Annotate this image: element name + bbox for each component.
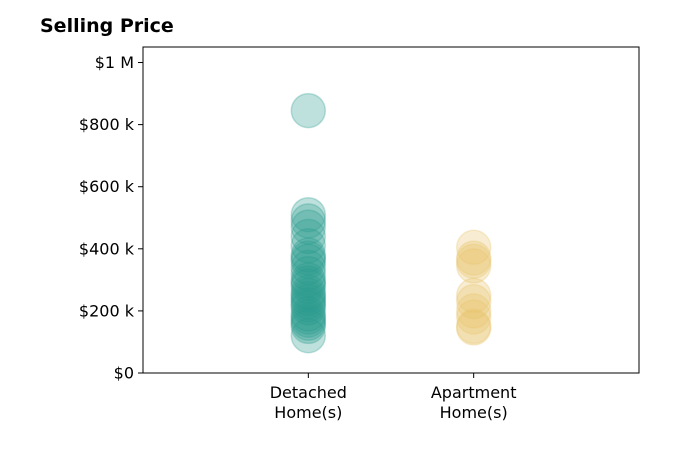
- data-point-0-25: [290, 317, 327, 354]
- data-point-1-7: [455, 299, 492, 335]
- data-point-0-19: [290, 290, 327, 326]
- data-point-0-9: [290, 249, 327, 286]
- data-point-0-24: [290, 308, 327, 345]
- data-points: [290, 92, 492, 354]
- y-tick-label: $600 k: [79, 177, 135, 196]
- data-point-0-20: [290, 296, 327, 332]
- y-tick-label: $200 k: [79, 301, 135, 320]
- data-point-1-9: [455, 310, 492, 346]
- data-point-0-1: [290, 196, 327, 233]
- data-point-1-5: [455, 283, 492, 320]
- y-axis: $0 $200 k $400 k $600 k $800 k $1 M: [79, 53, 143, 383]
- y-tick-label: $400 k: [79, 239, 135, 258]
- x-axis: Detached Home(s) Apartment Home(s): [270, 373, 517, 422]
- data-point-1-3: [455, 248, 492, 284]
- data-point-0-12: [290, 265, 327, 301]
- data-point-0-10: [290, 255, 327, 292]
- data-point-0-11: [290, 262, 327, 298]
- data-point-0-23: [290, 305, 327, 342]
- data-point-1-8: [455, 308, 492, 345]
- data-point-0-4: [290, 218, 327, 255]
- data-point-0-18: [290, 286, 327, 323]
- plot-frame: [142, 46, 640, 374]
- data-point-0-13: [290, 268, 327, 304]
- data-point-1-4: [455, 277, 492, 314]
- data-point-0-16: [290, 280, 327, 317]
- data-point-0-3: [290, 209, 327, 245]
- y-tick-label: $0: [114, 364, 134, 383]
- data-point-0-6: [290, 237, 327, 273]
- data-point-1-1: [455, 240, 492, 276]
- data-point-0-21: [290, 299, 327, 335]
- data-point-1-2: [455, 243, 492, 279]
- data-point-0-15: [290, 277, 327, 314]
- data-point-1-0: [455, 229, 492, 266]
- data-point-0-8: [290, 243, 327, 279]
- data-point-0-5: [290, 227, 327, 264]
- y-tick-label: $1 M: [95, 53, 134, 72]
- data-point-0-14: [290, 274, 327, 311]
- data-point-0-17: [290, 283, 327, 320]
- y-tick-label: $800 k: [79, 115, 135, 134]
- data-point-0-22: [290, 302, 327, 338]
- data-point-0-0: [290, 92, 327, 129]
- x-tick-label: Detached Home(s): [270, 383, 347, 422]
- data-point-0-2: [290, 203, 327, 239]
- x-tick-label: Apartment Home(s): [431, 383, 517, 422]
- chart-title: Selling Price: [40, 15, 174, 37]
- data-point-0-7: [290, 240, 327, 276]
- data-point-1-6: [455, 293, 492, 329]
